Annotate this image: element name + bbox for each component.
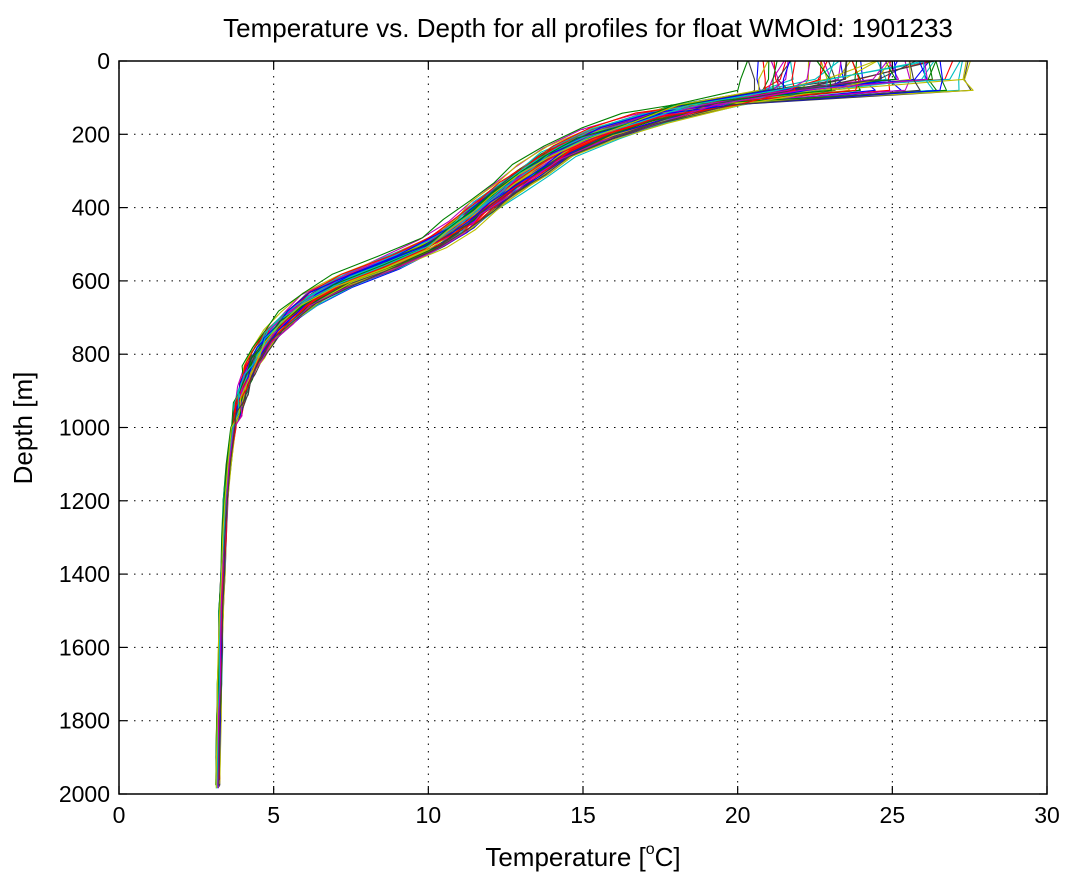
x-tick-label: 10 [416,802,442,828]
x-axis-label-main: Temperature [ [485,842,646,872]
x-axis-label-unit: C] [655,842,681,872]
x-tick-label: 30 [1034,802,1060,828]
grid-lines [119,61,1047,794]
y-axis-label: Depth [m] [8,372,38,485]
profile-line [218,60,796,780]
profile-line [217,60,928,789]
profile-series-group [215,60,974,789]
axis-ticks [118,60,1048,795]
profile-line [215,60,769,789]
profile-line [218,60,921,786]
x-axis-label-superscript: o [646,841,655,858]
y-tick-label: 400 [72,195,110,221]
x-axis-label: Temperature [oC] [485,841,680,872]
y-tick-label: 1400 [59,561,110,587]
y-tick-label: 1600 [59,634,110,660]
x-tick-label: 0 [113,802,126,828]
y-tick-label: 2000 [59,781,110,807]
x-tick-label: 15 [570,802,596,828]
x-tick-label: 25 [880,802,906,828]
y-tick-label: 800 [72,341,110,367]
y-tick-label: 1000 [59,415,110,441]
y-tick-label: 1800 [59,708,110,734]
y-tick-label: 1200 [59,488,110,514]
y-tick-label: 600 [72,268,110,294]
chart-title: Temperature vs. Depth for all profiles f… [223,13,953,43]
y-tick-label: 200 [72,121,110,147]
axis-tick-labels: 0 5 10 15 20 25 30 0 200 400 600 800 1000 1200 1400 160… [59,48,1060,828]
x-tick-label: 20 [725,802,751,828]
x-tick-label: 5 [267,802,280,828]
y-tick-label: 0 [97,48,110,74]
